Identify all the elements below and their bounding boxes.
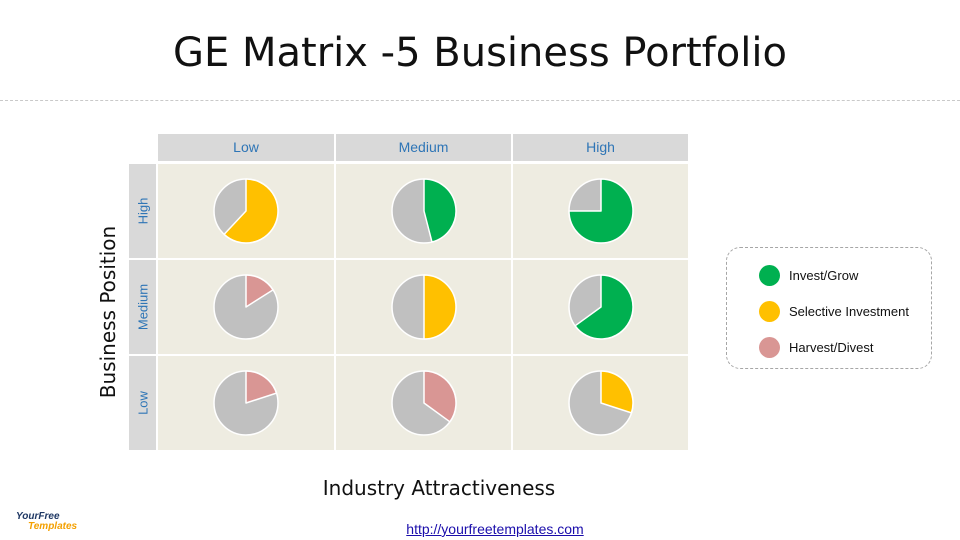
col-header-low: Low [158,134,334,161]
row-header-high: High [129,164,156,258]
pie-chart [390,274,457,340]
matrix-cell-low-low [158,356,334,450]
legend-item-selective: Selective Investment [759,300,909,322]
pie-chart [567,178,634,244]
row-header-low-label: Low [135,391,150,415]
legend-label-invest: Invest/Grow [789,267,859,283]
pie-chart [567,370,634,436]
pie-selective-slice [599,370,634,414]
matrix-cell-high-low [158,164,334,258]
pie-selective-slice [223,178,279,244]
harvest-dot-icon [759,336,780,358]
pie-invest-slice [567,178,634,244]
matrix-cell-high-medium [336,164,511,258]
matrix-cell-high-high [513,164,688,258]
col-header-medium: Medium [336,134,511,161]
legend-item-harvest: Harvest/Divest [759,336,874,358]
row-header-medium-label: Medium [135,283,150,331]
legend-label-selective: Selective Investment [789,303,909,319]
legend-label-harvest: Harvest/Divest [789,339,874,355]
col-header-high: High [513,134,688,161]
pie-invest-slice [422,178,457,243]
invest-dot-icon [759,264,780,286]
pie-chart [213,370,279,436]
pie-chart [390,370,457,436]
row-header-high-label: High [135,197,150,225]
matrix-cell-low-medium [336,356,511,450]
matrix-cell-medium-high [513,260,688,354]
pie-selective-slice [422,274,457,340]
website-link[interactable]: http://yourfreetemplates.com [406,521,584,537]
y-axis-label: Business Position [96,225,120,399]
legend-item-invest: Invest/Grow [759,264,858,286]
pie-chart [567,274,634,340]
matrix-cell-medium-low [158,260,334,354]
row-header-medium: Medium [129,260,156,354]
pie-harvest-slice [245,370,278,404]
legend: Invest/Grow Selective Investment Harvest… [726,247,932,369]
pie-harvest-slice [245,274,274,308]
pie-harvest-slice [422,370,457,423]
pie-invest-slice [573,274,634,340]
row-header-low: Low [129,356,156,450]
pie-chart [213,274,279,340]
brand-logo: YourFree Templates [16,511,78,532]
page-title: GE Matrix -5 Business Portfolio [173,30,787,76]
matrix-cell-low-high [513,356,688,450]
pie-chart [213,178,279,244]
x-axis-label: Industry Attractiveness [322,476,556,500]
title-divider [0,100,960,101]
matrix-cell-medium-medium [336,260,511,354]
selective-dot-icon [759,300,780,322]
pie-chart [390,178,457,244]
